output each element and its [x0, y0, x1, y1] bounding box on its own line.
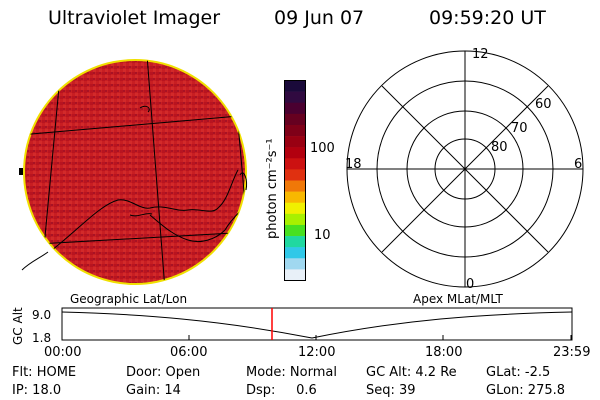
time-tick-2359: 23:59 — [553, 345, 591, 360]
mlt-label-12: 12 — [472, 47, 489, 62]
status-seq: Seq: 39 — [366, 383, 416, 398]
colorbar-band — [284, 91, 306, 104]
colorbar-band — [284, 202, 306, 215]
instrument-title: Ultraviolet Imager — [48, 7, 221, 29]
colorbar — [284, 80, 306, 281]
status-mode: Mode: Normal — [246, 365, 337, 380]
colorbar-band — [284, 80, 306, 92]
colorbar-band — [284, 191, 306, 204]
colorbar-band — [284, 258, 306, 270]
colorbar-band — [284, 213, 306, 226]
earth-disk — [25, 61, 245, 283]
altitude-tick-high: 9.0 — [32, 308, 52, 322]
mlat-label-60: 60 — [535, 97, 552, 112]
colorbar-band — [284, 158, 306, 170]
geographic-grid — [24, 60, 246, 284]
time-tick-0600: 06:00 — [170, 345, 208, 360]
observation-time: 09:59:20 UT — [429, 7, 546, 29]
colorbar-band — [284, 102, 306, 115]
colorbar-tick-10: 10 — [314, 228, 331, 243]
status-gain: Gain: 14 — [126, 383, 181, 398]
status-gc-alt: GC Alt: 4.2 Re — [366, 365, 457, 380]
colorbar-tick-100: 100 — [310, 141, 335, 156]
status-ip: IP: 18.0 — [12, 383, 62, 398]
colorbar-band — [284, 269, 306, 281]
time-tick-1200: 12:00 — [298, 345, 336, 360]
colorbar-band — [284, 113, 306, 126]
status-glat: GLat: -2.5 — [486, 365, 551, 380]
colorbar-band — [284, 180, 306, 192]
altitude-axis-label: GC Alt — [11, 307, 25, 345]
colorbar-band — [284, 169, 306, 181]
mlat-label-70: 70 — [511, 121, 528, 136]
mlt-label-6: 6 — [574, 157, 583, 172]
time-tick-0000: 00:00 — [44, 345, 82, 360]
apex-label: Apex MLat/MLT — [413, 292, 503, 306]
colorbar-band — [284, 124, 306, 137]
status-door: Door: Open — [126, 365, 201, 380]
mlat-label-80: 80 — [491, 140, 508, 155]
status-dsp: Dsp: 0.6 — [246, 383, 317, 398]
colorbar-band — [284, 136, 306, 148]
mlt-label-0: 0 — [466, 277, 475, 292]
colorbar-band — [284, 147, 306, 159]
colorbar-band — [284, 236, 306, 248]
status-glon: GLon: 275.8 — [486, 383, 566, 398]
time-tick-1800: 18:00 — [425, 345, 463, 360]
status-flt: Flt: HOME — [12, 365, 77, 380]
colorbar-band — [284, 224, 306, 237]
colorbar-band — [284, 247, 306, 259]
observation-date: 09 Jun 07 — [274, 7, 365, 29]
geographic-label: Geographic Lat/Lon — [70, 292, 188, 306]
mlt-label-18: 18 — [345, 157, 362, 172]
altitude-tick-low: 1.8 — [32, 331, 52, 345]
